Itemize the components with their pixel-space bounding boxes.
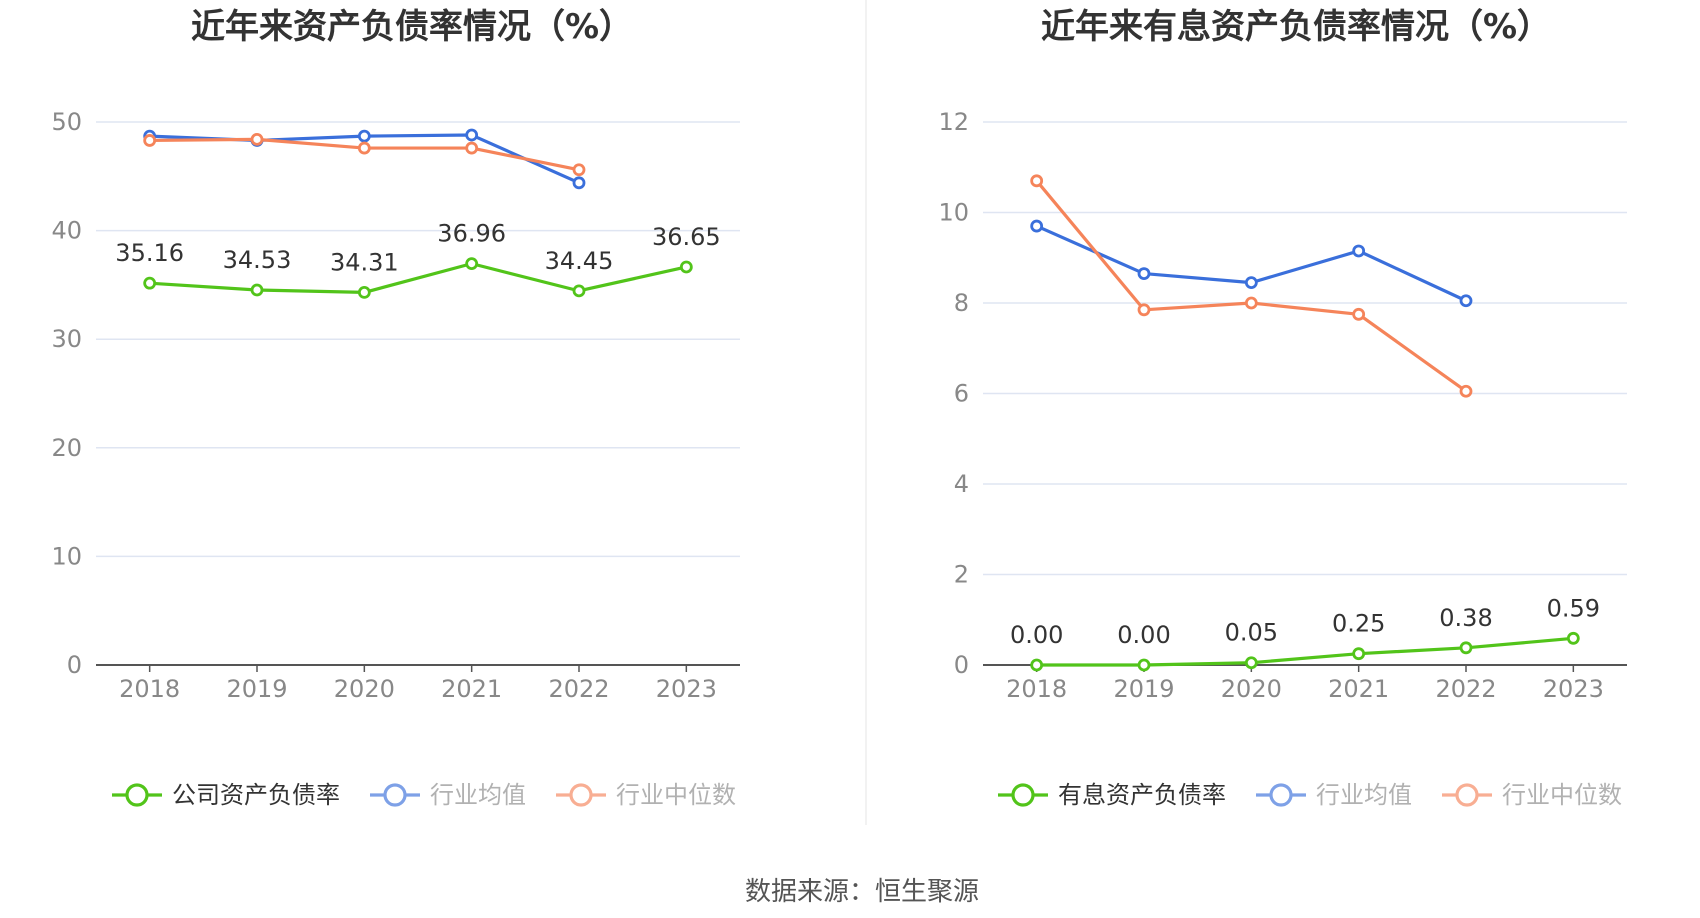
- y-tick-label: 4: [954, 470, 969, 498]
- data-point[interactable]: [1030, 219, 1044, 233]
- x-tick-label: 2019: [1113, 675, 1174, 703]
- data-label: 0.00: [1117, 621, 1170, 649]
- data-point[interactable]: [250, 283, 264, 297]
- data-point[interactable]: [1566, 631, 1580, 645]
- debt-ratio-chart: 近年来资产负债率情况（%） 0 10 20 30 40 50 2018 2019 2020 2021…: [51, 7, 740, 809]
- data-point[interactable]: [1244, 656, 1258, 670]
- x-tick-label: 2022: [1435, 675, 1496, 703]
- y-tick-label: 8: [954, 289, 969, 317]
- x-tick-label: 2023: [656, 675, 717, 703]
- legend-item[interactable]: 有息资产负债率: [998, 781, 1226, 809]
- data-point[interactable]: [572, 163, 586, 177]
- x-tick-label: 2020: [334, 675, 395, 703]
- data-point[interactable]: [357, 129, 371, 143]
- chart-title: 近年来资产负债率情况（%）: [191, 7, 633, 47]
- data-label: 36.65: [652, 223, 721, 251]
- y-tick-label: 50: [51, 108, 82, 136]
- data-point[interactable]: [465, 141, 479, 155]
- data-label: 0.00: [1010, 621, 1063, 649]
- x-tick-label: 2018: [1006, 675, 1067, 703]
- data-label: 34.31: [330, 248, 399, 276]
- legend-marker-icon: [1011, 783, 1035, 807]
- legend-label: 行业均值: [1316, 781, 1412, 809]
- data-label: 36.96: [437, 220, 506, 248]
- data-label: 0.25: [1332, 610, 1385, 638]
- data-label: 35.16: [115, 239, 184, 267]
- legend-marker-icon: [1455, 783, 1479, 807]
- data-point[interactable]: [1030, 658, 1044, 672]
- data-label: 34.45: [545, 247, 614, 275]
- x-tick-label: 2023: [1543, 675, 1604, 703]
- y-tick-label: 12: [938, 108, 969, 136]
- data-label: 0.59: [1547, 594, 1600, 622]
- y-tick-label: 0: [67, 651, 82, 679]
- data-point[interactable]: [1244, 296, 1258, 310]
- data-point[interactable]: [1459, 294, 1473, 308]
- y-tick-label: 0: [954, 651, 969, 679]
- legend-label: 行业中位数: [1502, 781, 1622, 809]
- y-tick-label: 20: [51, 434, 82, 462]
- data-point[interactable]: [357, 141, 371, 155]
- data-point[interactable]: [1459, 384, 1473, 398]
- legend-label: 有息资产负债率: [1058, 781, 1226, 809]
- y-tick-label: 30: [51, 325, 82, 353]
- legend-label: 行业中位数: [616, 781, 736, 809]
- data-point[interactable]: [465, 257, 479, 271]
- data-point[interactable]: [250, 132, 264, 146]
- x-tick-label: 2021: [1328, 675, 1389, 703]
- data-point[interactable]: [1137, 658, 1151, 672]
- legend-marker-icon: [569, 783, 593, 807]
- data-point[interactable]: [572, 284, 586, 298]
- data-point[interactable]: [357, 285, 371, 299]
- legend-label: 行业均值: [430, 781, 526, 809]
- legend-label: 公司资产负债率: [172, 781, 340, 809]
- data-point[interactable]: [1352, 307, 1366, 321]
- x-tick-label: 2022: [548, 675, 609, 703]
- data-point[interactable]: [1030, 174, 1044, 188]
- y-tick-label: 10: [938, 199, 969, 227]
- data-label: 34.53: [223, 246, 292, 274]
- legend-item[interactable]: 行业中位数: [556, 781, 736, 809]
- data-point[interactable]: [465, 128, 479, 142]
- data-point[interactable]: [1459, 641, 1473, 655]
- y-tick-label: 10: [51, 542, 82, 570]
- data-point[interactable]: [572, 176, 586, 190]
- chart-title: 近年来有息资产负债率情况（%）: [1041, 7, 1551, 47]
- legend-marker-icon: [1269, 783, 1293, 807]
- data-point[interactable]: [1352, 244, 1366, 258]
- x-tick-label: 2018: [119, 675, 180, 703]
- data-label: 0.05: [1225, 619, 1278, 647]
- legend-marker-icon: [125, 783, 149, 807]
- series-line: [1036, 224, 1467, 303]
- data-point[interactable]: [1352, 647, 1366, 661]
- legend-marker-icon: [383, 783, 407, 807]
- x-tick-label: 2020: [1221, 675, 1282, 703]
- data-point[interactable]: [143, 276, 157, 290]
- data-label: 0.38: [1439, 604, 1492, 632]
- y-tick-label: 6: [954, 380, 969, 408]
- x-tick-label: 2019: [226, 675, 287, 703]
- legend-item[interactable]: 行业均值: [370, 781, 526, 809]
- series-line: [149, 262, 687, 294]
- data-point[interactable]: [679, 260, 693, 274]
- interest-debt-ratio-chart: 近年来有息资产负债率情况（%） 0 2 4 6 8 10 12 2018 2019 2020 2021…: [938, 7, 1627, 809]
- y-tick-label: 40: [51, 217, 82, 245]
- legend-item[interactable]: 公司资产负债率: [112, 781, 340, 809]
- data-point[interactable]: [1244, 276, 1258, 290]
- legend-item[interactable]: 行业均值: [1256, 781, 1412, 809]
- legend-item[interactable]: 行业中位数: [1442, 781, 1622, 809]
- series-line: [1036, 636, 1574, 667]
- x-tick-label: 2021: [441, 675, 502, 703]
- y-tick-label: 2: [954, 561, 969, 589]
- data-point[interactable]: [1137, 267, 1151, 280]
- data-point[interactable]: [143, 134, 157, 147]
- source-note: 数据来源：恒生聚源: [745, 877, 979, 907]
- data-point[interactable]: [1137, 303, 1151, 317]
